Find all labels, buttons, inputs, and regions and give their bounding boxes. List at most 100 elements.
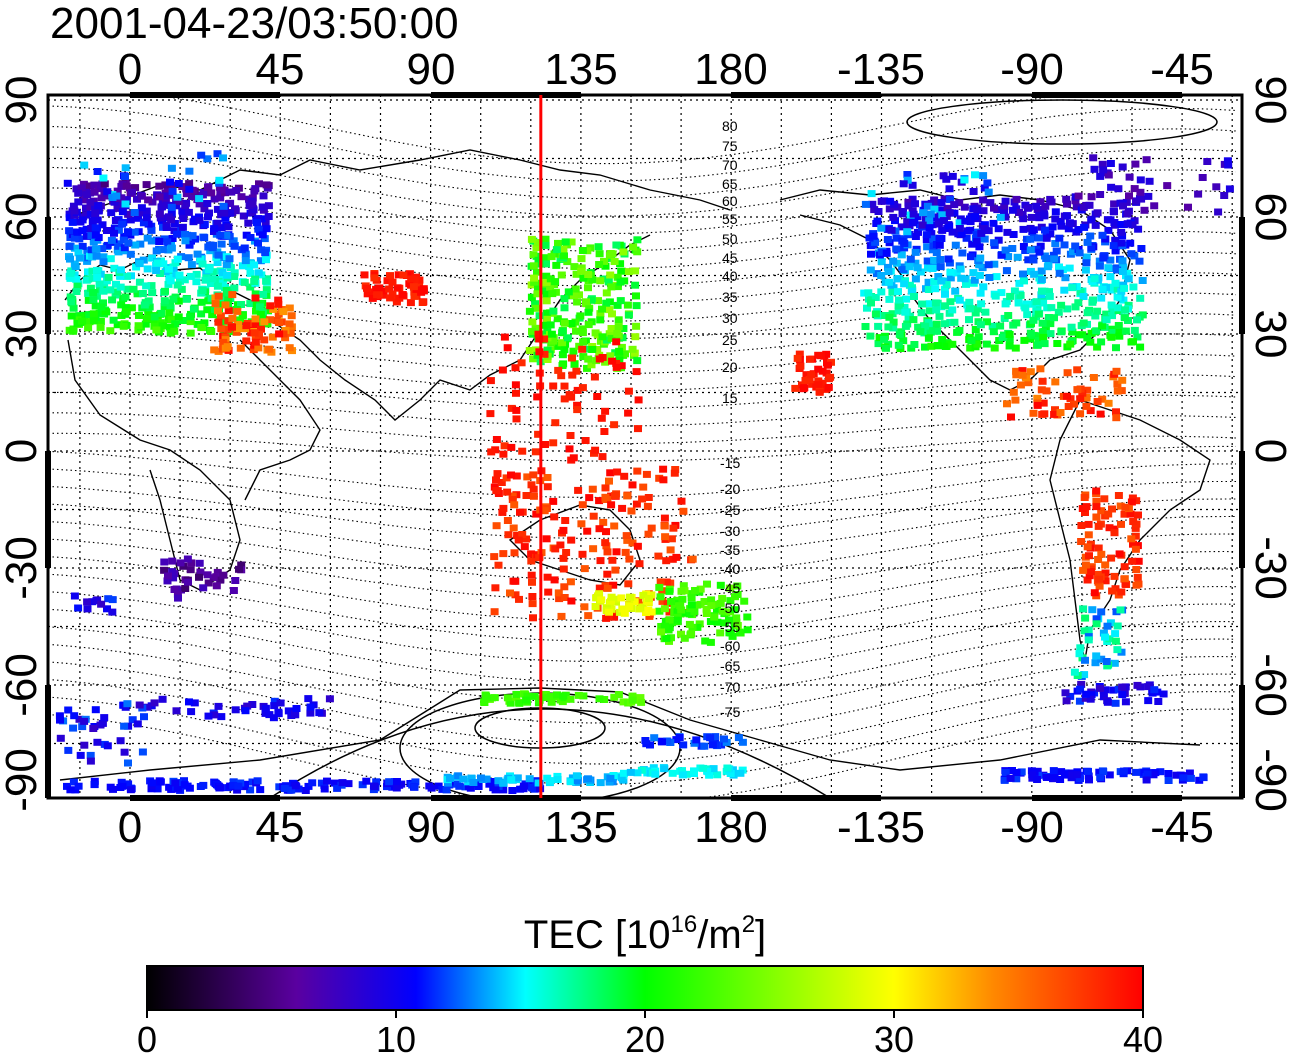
tec-pixel bbox=[1090, 589, 1099, 597]
tec-pixel bbox=[680, 634, 689, 642]
tec-pixel bbox=[1033, 776, 1042, 783]
tec-pixel bbox=[139, 256, 148, 264]
tec-pixel bbox=[607, 283, 616, 291]
tec-pixel bbox=[142, 214, 151, 222]
tec-pixel bbox=[74, 189, 83, 197]
tec-pixel bbox=[601, 407, 610, 415]
tec-pixel bbox=[1028, 771, 1037, 779]
tec-pixel bbox=[123, 700, 132, 708]
tec-pixel bbox=[257, 325, 265, 333]
tec-pixel bbox=[133, 720, 142, 728]
tec-pixel bbox=[101, 307, 110, 315]
tec-pixel bbox=[507, 443, 516, 451]
tec-pixel bbox=[601, 262, 610, 270]
tec-pixel bbox=[1179, 774, 1188, 782]
tec-pixel bbox=[1094, 556, 1103, 563]
tec-pixel bbox=[1118, 376, 1127, 384]
tec-pixel bbox=[800, 384, 809, 392]
tec-pixel bbox=[567, 597, 576, 605]
tec-pixel bbox=[120, 232, 129, 240]
tec-pixel bbox=[1127, 250, 1136, 258]
tec-pixel bbox=[1095, 262, 1104, 270]
tec-pixel bbox=[179, 215, 188, 222]
tec-pixel bbox=[676, 602, 685, 610]
tec-pixel bbox=[1002, 267, 1011, 275]
tec-pixel bbox=[126, 786, 135, 794]
tec-pixel bbox=[984, 188, 993, 196]
tec-pixel bbox=[76, 751, 85, 759]
tec-pixel bbox=[237, 193, 246, 201]
tec-pixel bbox=[733, 582, 742, 590]
tec-pixel bbox=[113, 187, 122, 195]
tec-pixel bbox=[910, 341, 919, 348]
tec-pixel bbox=[605, 306, 614, 314]
tec-pixel bbox=[899, 337, 908, 345]
tec-pixel bbox=[1050, 772, 1059, 780]
tec-pixel bbox=[287, 312, 296, 320]
tec-pixel bbox=[971, 326, 980, 333]
tec-pixel bbox=[980, 221, 989, 229]
tec-pixel bbox=[73, 319, 82, 327]
tec-pixel bbox=[75, 254, 84, 262]
contour-label: -25 bbox=[720, 502, 740, 518]
tec-pixel bbox=[203, 306, 212, 314]
tec-pixel bbox=[572, 270, 581, 278]
tec-pixel bbox=[657, 628, 665, 636]
tec-pixel bbox=[200, 205, 209, 213]
tec-pixel bbox=[167, 216, 176, 224]
tec-data-points bbox=[55, 150, 1234, 794]
tec-pixel bbox=[144, 220, 153, 228]
tec-pixel bbox=[497, 479, 506, 486]
tec-pixel bbox=[655, 474, 664, 482]
tec-pixel bbox=[889, 257, 898, 265]
tec-pixel bbox=[894, 302, 903, 310]
tec-pixel bbox=[1110, 572, 1119, 580]
tec-pixel bbox=[253, 777, 262, 785]
tec-pixel bbox=[647, 591, 656, 599]
tec-pixel bbox=[1102, 310, 1111, 318]
tec-pixel bbox=[677, 587, 686, 595]
tec-pixel bbox=[1084, 531, 1093, 539]
tec-pixel bbox=[557, 271, 566, 279]
tec-pixel bbox=[1006, 774, 1015, 782]
tec-pixel bbox=[938, 336, 947, 343]
tec-pixel bbox=[585, 304, 594, 312]
tec-pixel bbox=[875, 334, 884, 342]
tec-pixel bbox=[881, 312, 890, 319]
tec-pixel bbox=[1109, 329, 1118, 337]
tec-pixel bbox=[260, 336, 269, 344]
tec-pixel bbox=[517, 359, 526, 367]
tec-pixel bbox=[527, 235, 536, 243]
tec-pixel bbox=[946, 298, 955, 306]
tec-pixel bbox=[1056, 776, 1065, 783]
tec-pixel bbox=[594, 243, 603, 251]
tec-pixel bbox=[148, 289, 157, 297]
tec-pixel bbox=[99, 253, 108, 261]
tec-pixel bbox=[914, 228, 922, 236]
tec-pixel bbox=[99, 287, 108, 295]
tec-pixel bbox=[533, 393, 542, 401]
right-lat-label: 90 bbox=[1246, 76, 1292, 125]
tec-pixel bbox=[256, 786, 265, 794]
tec-pixel bbox=[1113, 293, 1122, 301]
tec-pixel bbox=[1060, 286, 1069, 294]
tec-pixel bbox=[1016, 381, 1025, 389]
tec-pixel bbox=[918, 221, 927, 229]
tec-pixel bbox=[1121, 698, 1130, 706]
contour-label: -20 bbox=[720, 481, 740, 497]
tec-pixel bbox=[578, 325, 587, 333]
tec-pixel bbox=[628, 481, 637, 489]
tec-pixel bbox=[553, 691, 561, 699]
tec-pixel bbox=[147, 282, 156, 290]
tec-pixel bbox=[188, 192, 196, 200]
tec-pixel bbox=[167, 191, 176, 199]
tec-pixel bbox=[1115, 328, 1124, 336]
tec-pixel bbox=[708, 741, 717, 749]
tec-pixel bbox=[659, 476, 668, 484]
tec-pixel bbox=[552, 261, 561, 269]
map-frame-ticks bbox=[45, 92, 1245, 801]
tec-pixel bbox=[386, 294, 395, 302]
tec-pixel bbox=[109, 316, 118, 324]
bottom-lon-label: 0 bbox=[118, 803, 142, 852]
tec-pixel bbox=[1048, 223, 1057, 231]
